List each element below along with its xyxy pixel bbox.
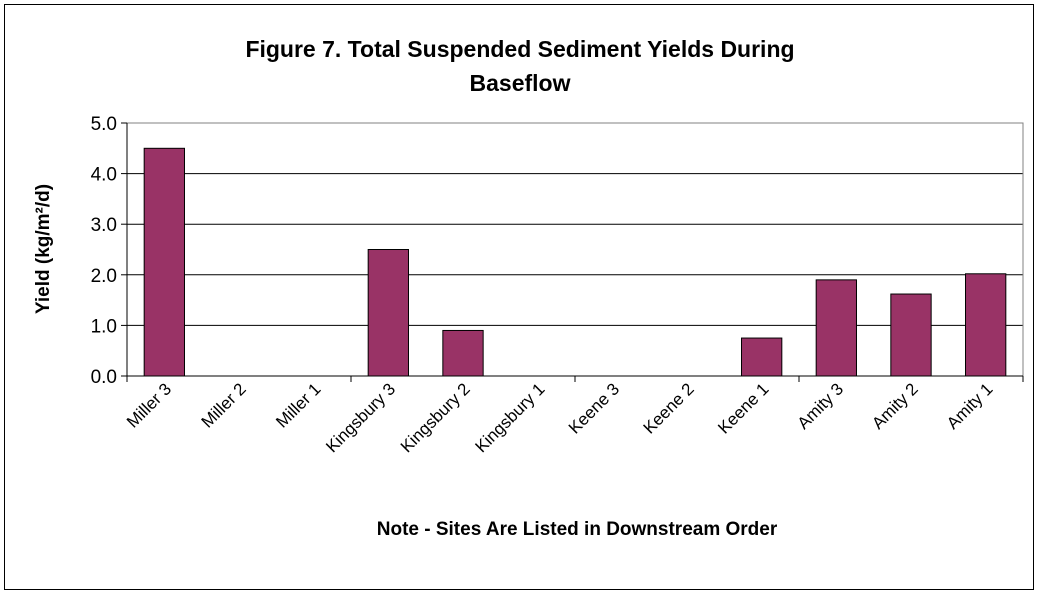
x-tick-label: Keene 2 <box>640 379 698 437</box>
x-tick-label: Kingsbury 3 <box>322 379 399 456</box>
x-tick-label: Miller 2 <box>198 379 250 431</box>
x-axis-label: Note - Sites Are Listed in Downstream Or… <box>377 519 778 540</box>
x-tick-label: Keene 3 <box>565 379 623 437</box>
bar <box>143 147 185 377</box>
x-tick-label: Amity 3 <box>794 379 848 433</box>
y-tick-label: 3.0 <box>91 215 117 236</box>
axes <box>126 123 1024 382</box>
bar <box>965 273 1007 377</box>
gridlines <box>127 122 1023 326</box>
y-tick-labels: 0.0 1.0 2.0 3.0 4.0 5.0 <box>91 114 127 388</box>
x-tick-label: Keene 1 <box>714 379 772 437</box>
bar <box>741 337 783 377</box>
chart-title-line2: Baseflow <box>470 70 571 96</box>
bar <box>367 249 409 377</box>
y-tick-label: 5.0 <box>91 114 117 135</box>
chart-title-line1: Figure 7. Total Suspended Sediment Yield… <box>245 36 794 62</box>
bar <box>815 279 857 377</box>
chart-frame: Figure 7. Total Suspended Sediment Yield… <box>4 4 1034 590</box>
chart: Figure 7. Total Suspended Sediment Yield… <box>33 36 1024 540</box>
x-tick-label: Amity 1 <box>943 379 997 433</box>
y-tick-label: 2.0 <box>91 266 117 287</box>
y-tick-label: 4.0 <box>91 165 117 186</box>
x-tick-label: Miller 1 <box>272 379 324 431</box>
x-tick-label: Amity 2 <box>868 379 922 433</box>
bar <box>442 329 484 377</box>
y-tick-label: 1.0 <box>91 316 117 337</box>
x-tick-label: Kingsbury 1 <box>472 379 549 456</box>
x-tick-label: Miller 3 <box>123 379 175 431</box>
y-tick-label: 0.0 <box>91 367 117 388</box>
plot-area <box>126 122 1024 377</box>
y-axis-label: Yield (kg/m²/d) <box>33 184 54 314</box>
bars <box>143 147 1007 377</box>
x-tick-label: Kingsbury 2 <box>397 379 474 456</box>
bar <box>890 293 932 377</box>
